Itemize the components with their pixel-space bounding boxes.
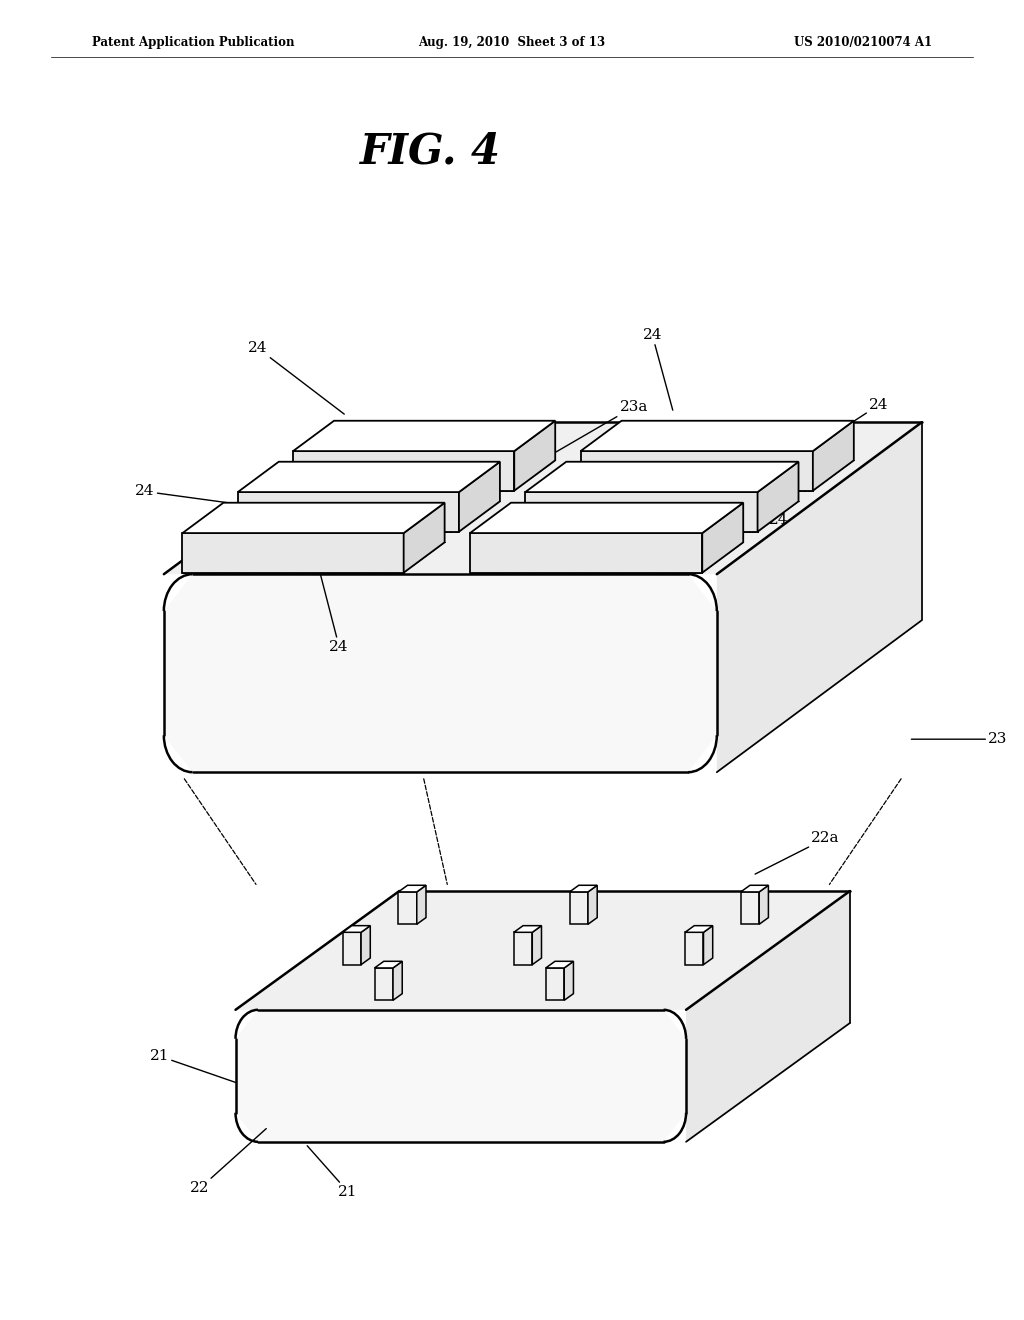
Polygon shape	[525, 462, 799, 492]
Polygon shape	[470, 503, 743, 533]
Polygon shape	[459, 462, 500, 532]
Text: 24: 24	[318, 568, 349, 653]
Polygon shape	[293, 451, 514, 491]
Polygon shape	[393, 961, 402, 1001]
Text: 23a: 23a	[543, 400, 648, 459]
Polygon shape	[532, 925, 542, 965]
Polygon shape	[525, 492, 758, 532]
Polygon shape	[164, 422, 922, 574]
Polygon shape	[343, 932, 361, 965]
Text: 24: 24	[702, 513, 788, 527]
Polygon shape	[470, 533, 702, 573]
Polygon shape	[417, 886, 426, 924]
Polygon shape	[581, 451, 813, 491]
Polygon shape	[813, 421, 854, 491]
Polygon shape	[403, 503, 444, 573]
Polygon shape	[238, 462, 500, 492]
Polygon shape	[758, 462, 799, 532]
Polygon shape	[740, 886, 768, 892]
Polygon shape	[588, 886, 597, 924]
Polygon shape	[182, 533, 403, 573]
Polygon shape	[685, 925, 713, 932]
Polygon shape	[238, 492, 459, 532]
Polygon shape	[361, 925, 371, 965]
Polygon shape	[740, 892, 759, 924]
Polygon shape	[703, 925, 713, 965]
Polygon shape	[164, 574, 717, 772]
Polygon shape	[182, 503, 444, 533]
Polygon shape	[759, 886, 768, 924]
Polygon shape	[546, 961, 573, 968]
Polygon shape	[514, 925, 542, 932]
Polygon shape	[546, 968, 564, 1001]
Polygon shape	[375, 968, 393, 1001]
Polygon shape	[702, 503, 743, 573]
Polygon shape	[686, 891, 850, 1142]
Text: 23: 23	[911, 733, 1008, 746]
Polygon shape	[564, 961, 573, 1001]
Polygon shape	[569, 892, 588, 924]
Text: 24: 24	[818, 397, 889, 445]
Text: 24: 24	[248, 341, 344, 414]
Text: 24: 24	[642, 327, 673, 411]
Text: 24: 24	[135, 484, 242, 504]
Text: 22: 22	[190, 1129, 266, 1195]
Polygon shape	[398, 892, 417, 924]
Polygon shape	[343, 925, 371, 932]
Polygon shape	[514, 421, 555, 491]
Polygon shape	[514, 932, 532, 965]
Polygon shape	[398, 886, 426, 892]
Text: FIG. 4: FIG. 4	[359, 131, 501, 173]
Text: 21: 21	[307, 1146, 358, 1199]
Text: 22a: 22a	[755, 832, 840, 874]
Polygon shape	[569, 886, 597, 892]
Polygon shape	[375, 961, 402, 968]
Text: Patent Application Publication: Patent Application Publication	[92, 36, 295, 49]
Text: Aug. 19, 2010  Sheet 3 of 13: Aug. 19, 2010 Sheet 3 of 13	[419, 36, 605, 49]
Text: 21: 21	[150, 1049, 236, 1082]
Polygon shape	[685, 932, 703, 965]
Text: US 2010/0210074 A1: US 2010/0210074 A1	[794, 36, 932, 49]
Polygon shape	[581, 421, 854, 451]
Polygon shape	[293, 421, 555, 451]
Polygon shape	[236, 891, 850, 1010]
Polygon shape	[717, 422, 922, 772]
Polygon shape	[236, 1010, 686, 1142]
